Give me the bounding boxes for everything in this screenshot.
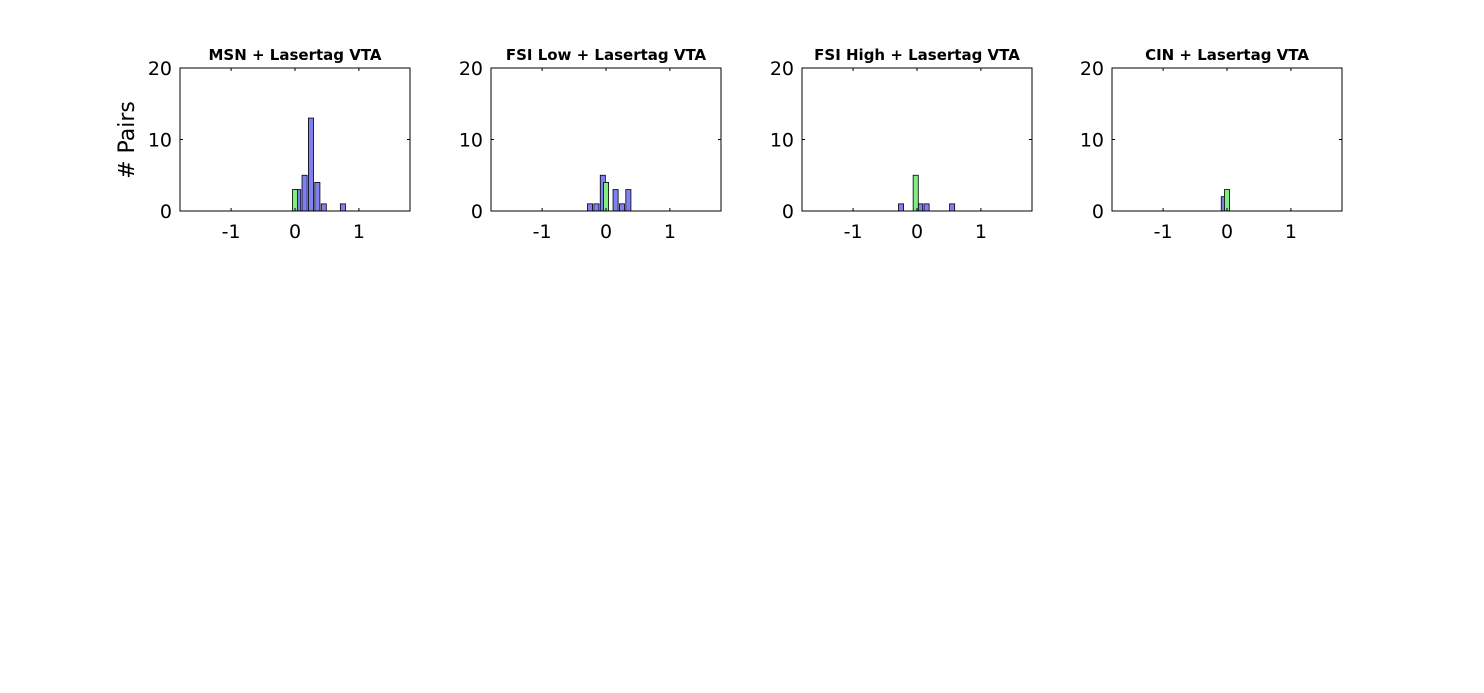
- y-tick-label: 0: [782, 201, 794, 223]
- green-bar: [292, 189, 298, 212]
- blue-bar: [320, 203, 327, 212]
- x-tick-label: 1: [353, 221, 365, 243]
- y-tick-label: 20: [148, 58, 172, 80]
- panel-title: CIN + Lasertag VTA: [1145, 46, 1309, 64]
- blue-bar: [587, 203, 593, 212]
- y-tick-label: 20: [770, 58, 794, 80]
- blue-bar: [308, 117, 314, 212]
- panel-title: MSN + Lasertag VTA: [208, 46, 381, 64]
- y-tick-label: 10: [1080, 130, 1104, 152]
- x-tick-label: -1: [844, 221, 863, 243]
- x-tick-label: 0: [911, 221, 923, 243]
- y-tick-label: 10: [770, 130, 794, 152]
- blue-bar: [339, 203, 346, 212]
- blue-bar: [593, 203, 600, 212]
- y-axis-label: # Pairs: [115, 101, 140, 179]
- x-tick-label: -1: [222, 221, 241, 243]
- blue-bar: [625, 189, 632, 212]
- blue-bar: [301, 174, 308, 212]
- y-tick-label: 0: [471, 201, 483, 223]
- y-tick-label: 0: [160, 201, 172, 223]
- x-tick-label: -1: [1154, 221, 1173, 243]
- x-tick-label: 0: [289, 221, 301, 243]
- blue-bar: [949, 203, 956, 212]
- blue-bar: [612, 189, 619, 212]
- y-tick-label: 10: [148, 130, 172, 152]
- blue-bar: [898, 203, 904, 212]
- x-tick-label: 1: [975, 221, 987, 243]
- y-tick-label: 0: [1092, 201, 1104, 223]
- green-bar: [603, 181, 609, 212]
- x-tick-label: 1: [1285, 221, 1297, 243]
- y-tick-label: 20: [1080, 58, 1104, 80]
- x-tick-label: 0: [1221, 221, 1233, 243]
- blue-bar: [923, 203, 930, 212]
- x-tick-label: -1: [533, 221, 552, 243]
- panel-title: FSI High + Lasertag VTA: [814, 46, 1020, 64]
- y-tick-label: 10: [459, 130, 483, 152]
- blue-bar: [314, 181, 321, 212]
- y-tick-label: 20: [459, 58, 483, 80]
- x-tick-label: 0: [600, 221, 612, 243]
- green-bar: [1224, 189, 1230, 212]
- x-tick-label: 1: [664, 221, 676, 243]
- green-bar: [912, 174, 919, 212]
- blue-bar: [619, 203, 625, 212]
- panel-title: FSI Low + Lasertag VTA: [506, 46, 707, 64]
